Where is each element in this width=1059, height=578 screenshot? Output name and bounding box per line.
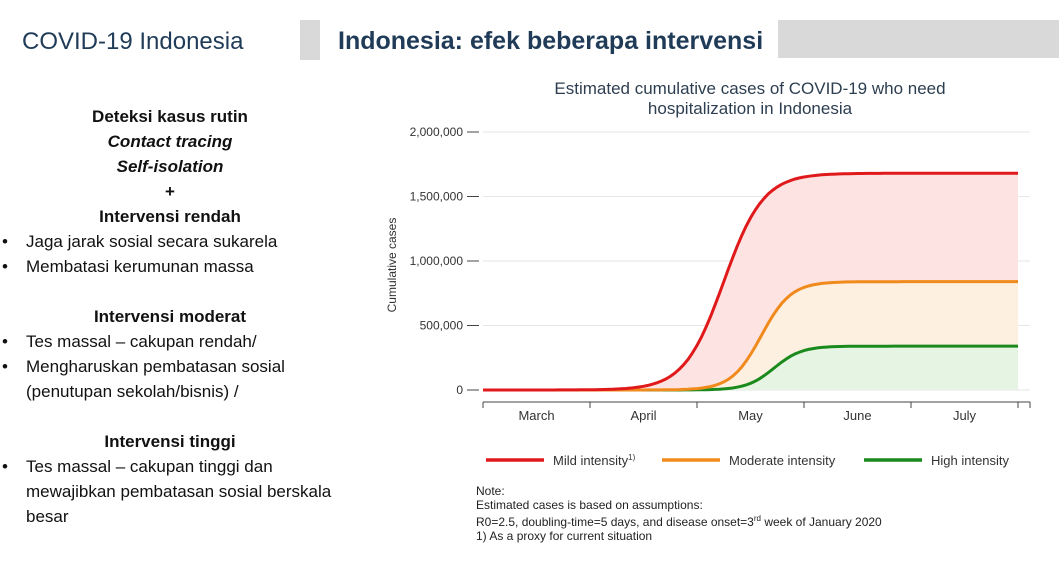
note-line-1: Estimated cases is based on assumptions: bbox=[476, 498, 703, 512]
header-accent-bar bbox=[778, 20, 1059, 58]
note-line-2: R0=2.5, doubling-time=5 days, and diseas… bbox=[476, 514, 882, 529]
low-intervention-list: Jaga jarak sosial secara sukarela Membat… bbox=[0, 229, 340, 279]
legend-label: High intensity bbox=[931, 453, 1010, 468]
low-intervention-title: Intervensi rendah bbox=[99, 207, 241, 226]
list-item: Membatasi kerumunan massa bbox=[0, 254, 340, 279]
y-axis-label: Cumulative cases bbox=[385, 218, 399, 313]
area-band-2 bbox=[483, 346, 1018, 390]
high-intervention-title: Intervensi tinggi bbox=[104, 432, 236, 451]
note-line-3: 1) As a proxy for current situation bbox=[476, 529, 653, 543]
y-tick-label: 500,000 bbox=[420, 319, 464, 333]
contact-tracing-label: Contact tracing bbox=[107, 132, 233, 151]
x-tick-label: May bbox=[738, 408, 763, 423]
note-label: Note: bbox=[476, 484, 505, 498]
page-title: Indonesia: efek beberapa intervensi bbox=[338, 27, 764, 55]
chart-title-line1: Estimated cumulative cases of COVID-19 w… bbox=[554, 79, 945, 98]
header-divider bbox=[300, 20, 320, 60]
list-item: Tes massal – cakupan tinggi dan mewajibk… bbox=[0, 454, 340, 529]
area-band-0 bbox=[483, 173, 1018, 390]
series-line-mild-intensity bbox=[483, 171, 1018, 392]
y-tick-label: 1,500,000 bbox=[410, 190, 464, 204]
legend-label: Moderate intensity bbox=[729, 453, 836, 468]
intervention-list: Deteksi kasus rutin Contact tracing Self… bbox=[0, 104, 340, 529]
x-tick-label: April bbox=[630, 408, 656, 423]
moderate-intervention-list: Tes massal – cakupan rendah/ Mengharuska… bbox=[0, 329, 340, 404]
legend-label: Mild intensity1) bbox=[553, 453, 636, 468]
plus-sign: + bbox=[165, 182, 175, 201]
list-item: Jaga jarak sosial secara sukarela bbox=[0, 229, 340, 254]
x-tick-label: March bbox=[518, 408, 554, 423]
cumulative-cases-chart: Estimated cumulative cases of COVID-19 w… bbox=[385, 79, 1031, 468]
chart-note: Note: Estimated cases is based on assump… bbox=[476, 484, 882, 543]
y-tick-label: 0 bbox=[456, 383, 463, 397]
x-tick-label: June bbox=[843, 408, 871, 423]
routine-detection-label: Deteksi kasus rutin bbox=[92, 107, 248, 126]
y-tick-label: 2,000,000 bbox=[410, 125, 464, 139]
y-tick-label: 1,000,000 bbox=[410, 254, 464, 268]
list-item: Tes massal – cakupan rendah/ bbox=[0, 329, 340, 354]
section-title: COVID-19 Indonesia bbox=[22, 28, 244, 55]
self-isolation-label: Self-isolation bbox=[116, 157, 224, 176]
area-band-1 bbox=[483, 281, 1018, 390]
chart-title-line2: hospitalization in Indonesia bbox=[648, 99, 853, 118]
high-intervention-list: Tes massal – cakupan tinggi dan mewajibk… bbox=[0, 454, 340, 529]
moderate-intervention-title: Intervensi moderat bbox=[93, 307, 247, 326]
x-tick-label: July bbox=[953, 408, 977, 423]
list-item: Mengharuskan pembatasan sosial (penutupa… bbox=[0, 354, 340, 404]
